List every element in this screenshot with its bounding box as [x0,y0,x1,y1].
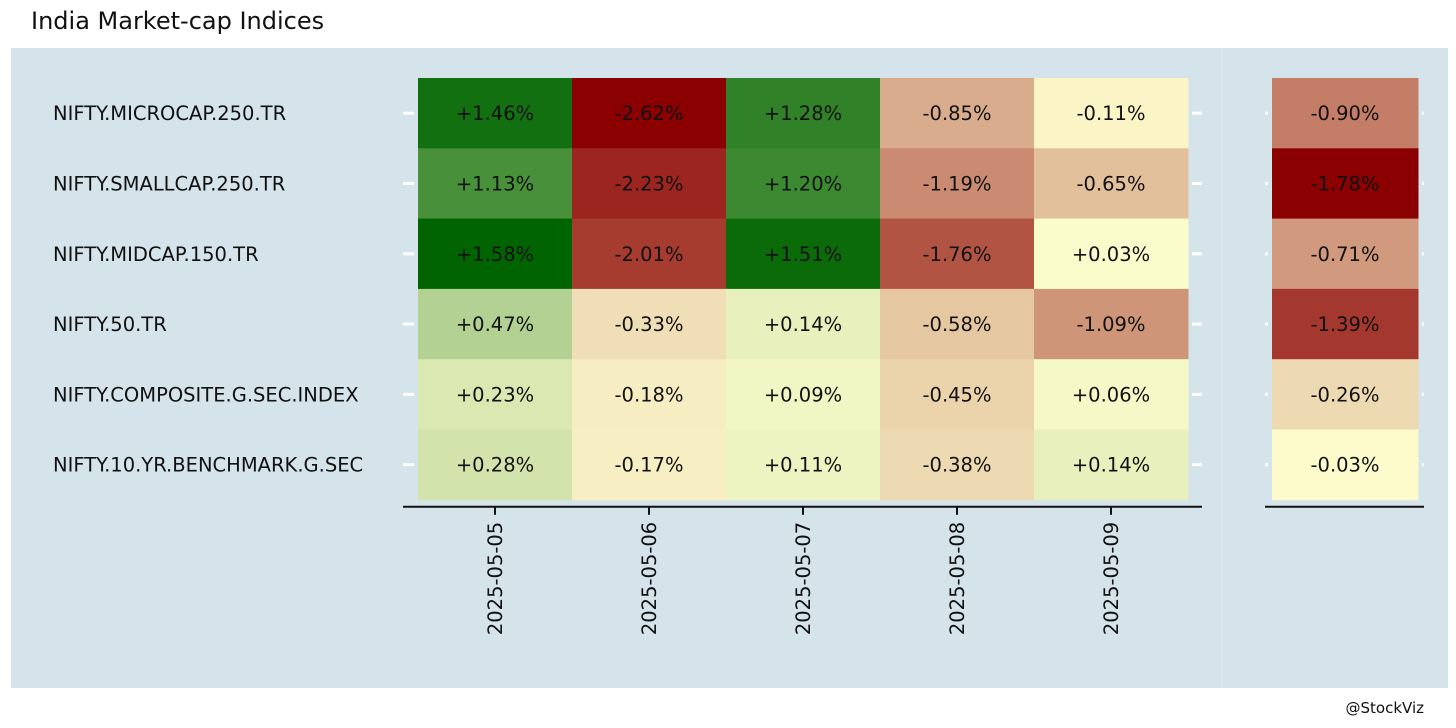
heatmap-cell [726,359,881,430]
heatmap-cell [726,218,881,290]
heatmap-cell [572,78,727,149]
cell-value-label: +1.46% [456,102,534,125]
heatmap-cell [880,359,1035,430]
heatmap-cell [880,429,1035,501]
heatmap-cell [572,288,727,360]
cell-value-label: -1.78% [1311,172,1380,195]
cell-value-label: +0.14% [764,313,842,336]
cell-value-label: -0.18% [615,383,684,406]
credit-label: @StockViz [1346,699,1425,717]
heatmap-cell [1034,288,1189,360]
cell-value-label: -1.39% [1311,313,1380,336]
heatmap-cell [418,148,573,220]
cell-value-label: -0.03% [1311,454,1380,477]
cell-value-label: -0.71% [1311,243,1380,266]
heatmap-cell [418,288,573,360]
cell-value-label: +1.13% [456,172,534,195]
row-label: NIFTY.MIDCAP.150.TR [53,243,259,266]
cell-value-label: -0.11% [1077,102,1146,125]
cell-value-label: +0.06% [1072,383,1150,406]
cell-value-label: +1.58% [456,243,534,266]
cell-value-label: -2.62% [615,102,684,125]
cell-value-label: -2.01% [615,243,684,266]
row-label: NIFTY.MICROCAP.250.TR [53,102,286,125]
cell-value-label: -1.09% [1077,313,1146,336]
heatmap-marks: NIFTY.MICROCAP.250.TR +1.46% -2.62% +1.28% -… [53,78,1424,635]
heatmap-cell [1272,78,1419,149]
heatmap-cell [1034,148,1189,220]
heatmap-cell [1272,218,1419,290]
heatmap-cell [726,78,881,149]
chart-title: India Market-cap Indices [31,7,324,35]
cell-value-label: +1.28% [764,102,842,125]
heatmap-cell [572,429,727,501]
cell-value-label: -0.65% [1077,172,1146,195]
cell-value-label: +0.28% [456,454,534,477]
heatmap-cell [1272,429,1419,501]
cell-value-label: +0.11% [764,454,842,477]
cell-value-label: -0.90% [1311,102,1380,125]
heatmap-cell [880,78,1035,149]
heatmap-cell [418,218,573,290]
x-tick-label: 2025-05-06 [638,522,661,635]
cell-value-label: +0.23% [456,383,534,406]
heatmap-cell [1272,359,1419,430]
cell-value-label: +0.09% [764,383,842,406]
cell-value-label: -0.17% [615,454,684,477]
heatmap-cell [726,148,881,220]
heatmap-cell [1034,359,1189,430]
x-tick-label: 2025-05-05 [484,522,507,635]
heatmap-cell [880,218,1035,290]
x-tick-label: 2025-05-09 [1100,522,1123,635]
row-label: NIFTY.COMPOSITE.G.SEC.INDEX [53,383,359,406]
cell-value-label: -1.76% [923,243,992,266]
x-tick-label: 2025-05-08 [946,522,969,635]
cell-value-label: +0.47% [456,313,534,336]
heatmap-cell [1272,148,1419,220]
cell-value-label: +1.20% [764,172,842,195]
heatmap-cell [418,78,573,149]
cell-value-label: -0.45% [923,383,992,406]
cell-value-label: -0.85% [923,102,992,125]
cell-value-label: -0.33% [615,313,684,336]
cell-value-label: +1.51% [764,243,842,266]
heatmap-cell [880,148,1035,220]
row-label: NIFTY.10.YR.BENCHMARK.G.SEC [53,454,363,477]
row-label: NIFTY.SMALLCAP.250.TR [53,172,285,195]
heatmap-cell [1272,288,1419,360]
heatmap-cell [418,429,573,501]
heatmap-cell [572,148,727,220]
cell-value-label: -1.19% [923,172,992,195]
cell-value-label: -0.26% [1311,383,1380,406]
cell-value-label: -0.58% [923,313,992,336]
cell-value-label: +0.03% [1072,243,1150,266]
heatmap-cell [418,359,573,430]
heatmap-cell [726,288,881,360]
heatmap-cell [572,218,727,290]
x-tick-label: 2025-05-07 [792,522,815,635]
heatmap-cell [572,359,727,430]
row-label: NIFTY.50.TR [53,313,167,336]
cell-value-label: +0.14% [1072,454,1150,477]
heatmap-cell [1034,218,1189,290]
heatmap-cell [1034,429,1189,501]
heatmap-cell [1034,78,1189,149]
heatmap-cell [726,429,881,501]
cell-value-label: -0.38% [923,454,992,477]
heatmap-cell [880,288,1035,360]
cell-value-label: -2.23% [615,172,684,195]
